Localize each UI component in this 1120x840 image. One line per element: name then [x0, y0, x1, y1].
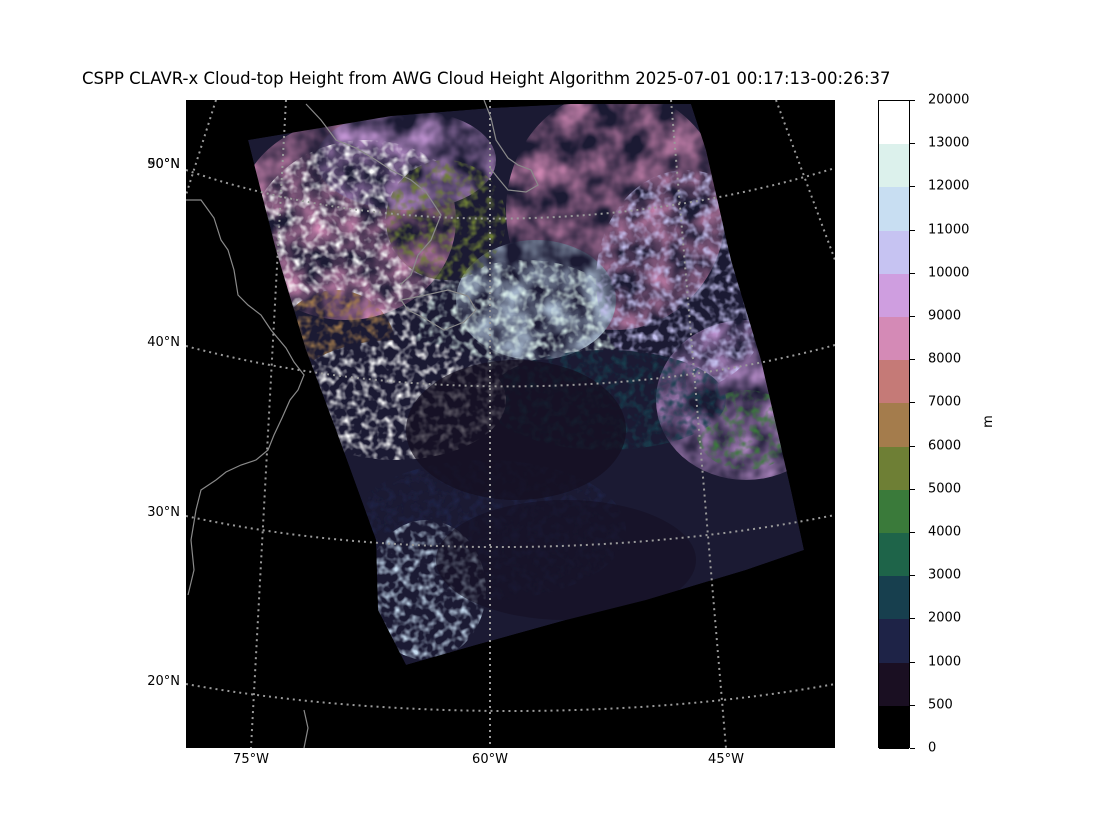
lat-label-50n: 50°N: [147, 157, 180, 172]
lat-label-20n: 20°N: [147, 674, 180, 689]
colorbar-segment: [879, 144, 909, 188]
lat-label-40n: 40°N: [147, 335, 180, 350]
colorbar-tick: [910, 316, 915, 317]
colorbar-tick: [910, 661, 915, 663]
colorbar-tick: [910, 272, 915, 274]
colorbar-tick: [910, 100, 915, 101]
colorbar-tick-label: 13000: [928, 135, 970, 151]
colorbar-tick-label: 12000: [928, 178, 970, 194]
colorbar-segment: [879, 317, 909, 361]
colorbar-tick-label: 500: [928, 697, 953, 713]
lat-label-30n: 30°N: [147, 505, 180, 520]
map-canvas: [186, 100, 835, 748]
satellite-swath: [248, 104, 804, 665]
colorbar-segment: [879, 489, 909, 533]
figure-title: CSPP CLAVR-x Cloud-top Height from AWG C…: [82, 69, 891, 88]
colorbar-tick: [910, 532, 915, 533]
colorbar-tick-label: 9000: [928, 308, 962, 324]
colorbar-segment: [879, 187, 909, 231]
colorbar-tick: [910, 618, 915, 620]
colorbar-segment: [879, 273, 909, 317]
map-panel: [186, 100, 835, 748]
colorbar-segment: [879, 662, 909, 706]
colorbar-segment: [879, 576, 909, 620]
colorbar-tick-label: 20000: [928, 92, 970, 108]
colorbar-tick: [910, 359, 915, 361]
colorbar-tick: [910, 402, 915, 404]
colorbar-tick: [910, 229, 915, 231]
colorbar-segment: [879, 533, 909, 577]
colorbar-tick-label: 8000: [928, 351, 962, 367]
colorbar-segment: [879, 705, 909, 749]
colorbar-tick: [910, 704, 915, 706]
colorbar-segment: [879, 619, 909, 663]
colorbar-tick-label: 6000: [928, 438, 962, 454]
colorbar-tick: [910, 748, 915, 749]
lon-label-45w: 45°W: [708, 752, 744, 767]
colorbar-tick-label: 7000: [928, 394, 962, 410]
colorbar-segment: [879, 101, 909, 145]
colorbar-segment: [879, 403, 909, 447]
lon-label-60w: 60°W: [472, 752, 508, 767]
lat-label-90n: 90°N: [147, 157, 180, 172]
colorbar-tick: [910, 575, 915, 577]
colorbar-unit-label: m: [980, 415, 996, 428]
colorbar-tick: [910, 186, 915, 188]
colorbar-tick-label: 1000: [928, 654, 962, 670]
lon-label-75w: 75°W: [233, 752, 269, 767]
colorbar-tick: [910, 488, 915, 490]
colorbar-tick: [910, 143, 915, 145]
colorbar-tick-label: 3000: [928, 567, 962, 583]
colorbar-tick-label: 0: [928, 740, 937, 756]
colorbar-segment: [879, 230, 909, 274]
colorbar-tick-label: 10000: [928, 265, 970, 281]
colorbar-tick-label: 4000: [928, 524, 962, 540]
colorbar-tick-label: 5000: [928, 481, 962, 497]
colorbar-tick: [910, 445, 915, 447]
graticule: [186, 100, 835, 748]
colorbar: [878, 100, 910, 749]
colorbar-segment: [879, 446, 909, 490]
colorbar-segment: [879, 360, 909, 404]
colorbar-tick-label: 11000: [928, 222, 970, 238]
coastlines: [186, 100, 539, 748]
colorbar-tick-label: 2000: [928, 610, 962, 626]
